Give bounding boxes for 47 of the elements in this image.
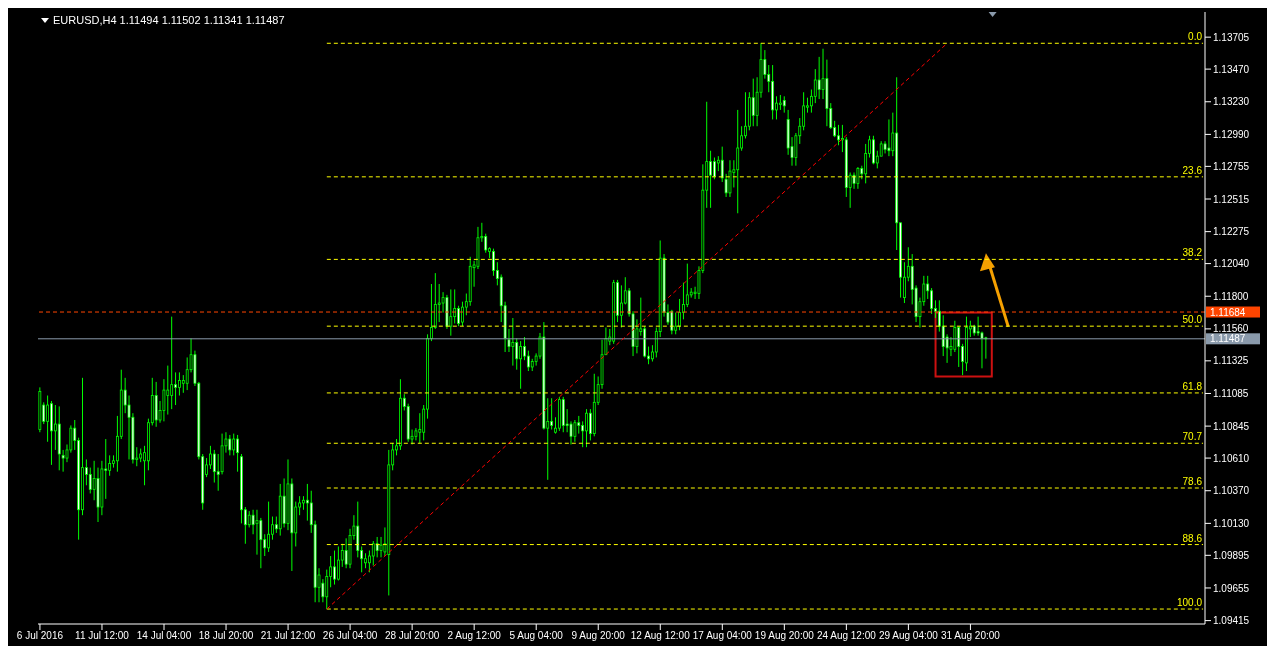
y-tick-label: 1.12990: [1213, 128, 1250, 140]
annotation: 100.0: [1176, 597, 1203, 609]
y-tick-label: 1.10370: [1213, 485, 1250, 497]
y-tick-label: 1.13470: [1213, 63, 1250, 75]
annotation: 50.0: [1182, 314, 1203, 326]
annotation: 38.2: [1182, 247, 1203, 259]
y-tick-label: 1.10845: [1213, 420, 1250, 432]
x-tick-label: 2 Aug 12:00: [447, 630, 502, 642]
x-tick-label: 18 Jul 20:00: [198, 630, 254, 642]
ref-line-label: 1.11684: [1210, 306, 1246, 318]
x-tick-label: 28 Jul 20:00: [384, 630, 440, 642]
y-tick-label: 1.09415: [1213, 615, 1250, 627]
annotation: 78.6: [1182, 476, 1203, 487]
x-tick-label: 19 Aug 20:00: [754, 630, 815, 642]
y-tick-label: 1.09895: [1213, 549, 1250, 561]
annotation: 61.8: [1182, 380, 1203, 392]
y-tick-label: 1.12755: [1213, 160, 1250, 172]
y-tick-label: 1.11560: [1213, 323, 1249, 335]
x-tick-label: 31 Aug 20:00: [940, 630, 1001, 642]
x-tick-label: 24 Aug 12:00: [816, 630, 877, 642]
chart-title: EURUSD,H4 1.11494 1.11502 1.11341 1.11487: [53, 14, 285, 26]
y-tick-label: 1.10130: [1213, 517, 1250, 529]
y-tick-label: 1.13230: [1213, 96, 1250, 108]
annotation: 23.6: [1182, 164, 1203, 176]
annotation: 88.6: [1182, 532, 1203, 544]
ref-line-label: 1.11487: [1210, 333, 1246, 345]
y-tick-label: 1.11325: [1213, 355, 1249, 367]
x-tick-label: 9 Aug 20:00: [571, 630, 626, 642]
x-tick-label: 26 Jul 04:00: [322, 630, 378, 642]
x-tick-label: 21 Jul 12:00: [260, 630, 316, 642]
x-tick-label: 6 Jul 2016: [16, 630, 64, 642]
y-tick-label: 1.11085: [1213, 388, 1249, 400]
x-tick-label: 12 Aug 12:00: [630, 630, 691, 642]
y-tick-label: 1.12275: [1213, 226, 1250, 238]
x-tick-label: 11 Jul 12:00: [75, 630, 130, 642]
y-tick-label: 1.11800: [1213, 290, 1249, 302]
y-tick-label: 1.12040: [1213, 258, 1250, 270]
x-tick-label: 29 Aug 04:00: [878, 630, 939, 642]
y-tick-label: 1.10610: [1213, 452, 1250, 464]
y-tick-label: 1.09655: [1213, 582, 1250, 594]
x-tick-label: 5 Aug 04:00: [509, 630, 564, 642]
annotation: 0.0: [1188, 31, 1203, 43]
x-tick-label: 17 Aug 04:00: [692, 630, 753, 642]
x-tick-label: 14 Jul 04:00: [136, 630, 192, 642]
y-tick-label: 1.12515: [1213, 193, 1250, 205]
annotation: 70.7: [1182, 431, 1203, 443]
y-tick-label: 1.13705: [1213, 31, 1250, 43]
